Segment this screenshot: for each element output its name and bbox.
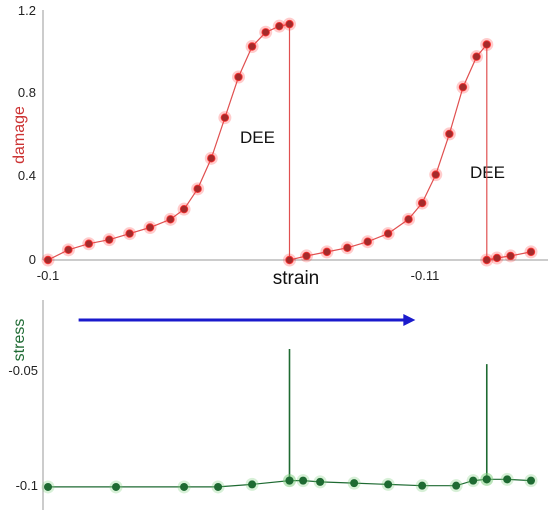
stress-y-tick-neg-0-05: -0.05	[8, 363, 38, 378]
stress-point	[44, 482, 52, 491]
damage-point	[363, 237, 372, 246]
stress-point	[316, 477, 325, 486]
stress-point	[180, 482, 189, 491]
stress-point	[214, 482, 223, 491]
strain-x-label: strain	[273, 268, 319, 289]
dee-annotation-1: DEE	[240, 128, 275, 147]
dee-annotation-2: DEE	[470, 163, 505, 182]
stress-line-segment-0	[48, 480, 290, 488]
stress-series-marks	[41, 348, 538, 494]
damage-point	[472, 52, 481, 61]
damage-point	[84, 239, 94, 248]
damage-point	[492, 253, 502, 263]
damage-y-tick-0-4: 0.4	[18, 168, 36, 183]
damage-point	[145, 223, 155, 232]
damage-point	[193, 184, 202, 194]
stress-point	[418, 481, 427, 490]
stress-point	[452, 481, 461, 490]
damage-point	[275, 21, 284, 31]
damage-point	[343, 243, 352, 252]
damage-point	[285, 255, 294, 265]
direction-arrow-head	[403, 314, 416, 326]
damage-point	[285, 19, 294, 29]
damage-point	[482, 40, 491, 49]
damage-point	[482, 255, 491, 265]
stress-point	[384, 480, 393, 489]
damage-point	[302, 251, 311, 261]
stress-point	[503, 475, 512, 484]
damage-point	[506, 251, 515, 261]
damage-point	[166, 215, 175, 224]
damage-point	[261, 28, 270, 37]
damage-line-segment-4	[486, 251, 532, 261]
damage-point	[431, 170, 440, 179]
stress-point	[526, 476, 535, 485]
stress-chart: -0.05 -0.1 stress	[8, 300, 538, 510]
damage-x-tick-mid: -0.11	[411, 268, 440, 283]
damage-y-tick-0-8: 0.8	[18, 85, 36, 100]
damage-point	[234, 72, 243, 82]
stress-point	[112, 482, 121, 491]
direction-arrow	[78, 314, 416, 326]
damage-point	[220, 113, 230, 122]
damage-point	[43, 255, 53, 265]
damage-chart: 1.2 0.8 0.4 0 -0.1 -0.11 damage strain D…	[11, 3, 548, 289]
stress-y-tick-neg-0-1: -0.1	[16, 478, 38, 493]
damage-point	[322, 247, 332, 257]
stress-point	[350, 479, 359, 488]
damage-x-tick-start: -0.1	[37, 268, 59, 283]
damage-line-segment-0	[47, 23, 290, 261]
damage-y-tick-0: 0	[29, 252, 36, 267]
stress-point	[248, 480, 257, 489]
stress-y-label: stress	[11, 319, 28, 362]
damage-y-label: damage	[11, 106, 28, 164]
damage-point	[383, 229, 393, 238]
stress-point	[299, 476, 308, 485]
damage-point	[247, 42, 257, 51]
damage-point	[526, 247, 536, 257]
damage-point	[458, 82, 468, 92]
damage-point	[207, 154, 216, 163]
stress-point	[482, 475, 491, 484]
stress-point	[469, 476, 478, 485]
damage-point	[64, 245, 73, 255]
damage-y-tick-1-2: 1.2	[18, 3, 36, 18]
stress-point	[285, 476, 294, 485]
damage-point	[404, 215, 413, 224]
damage-point	[417, 198, 427, 208]
damage-point	[445, 129, 454, 139]
damage-point	[125, 229, 134, 238]
damage-point	[105, 235, 114, 244]
damage-series-marks	[41, 17, 538, 267]
damage-point	[179, 204, 189, 214]
